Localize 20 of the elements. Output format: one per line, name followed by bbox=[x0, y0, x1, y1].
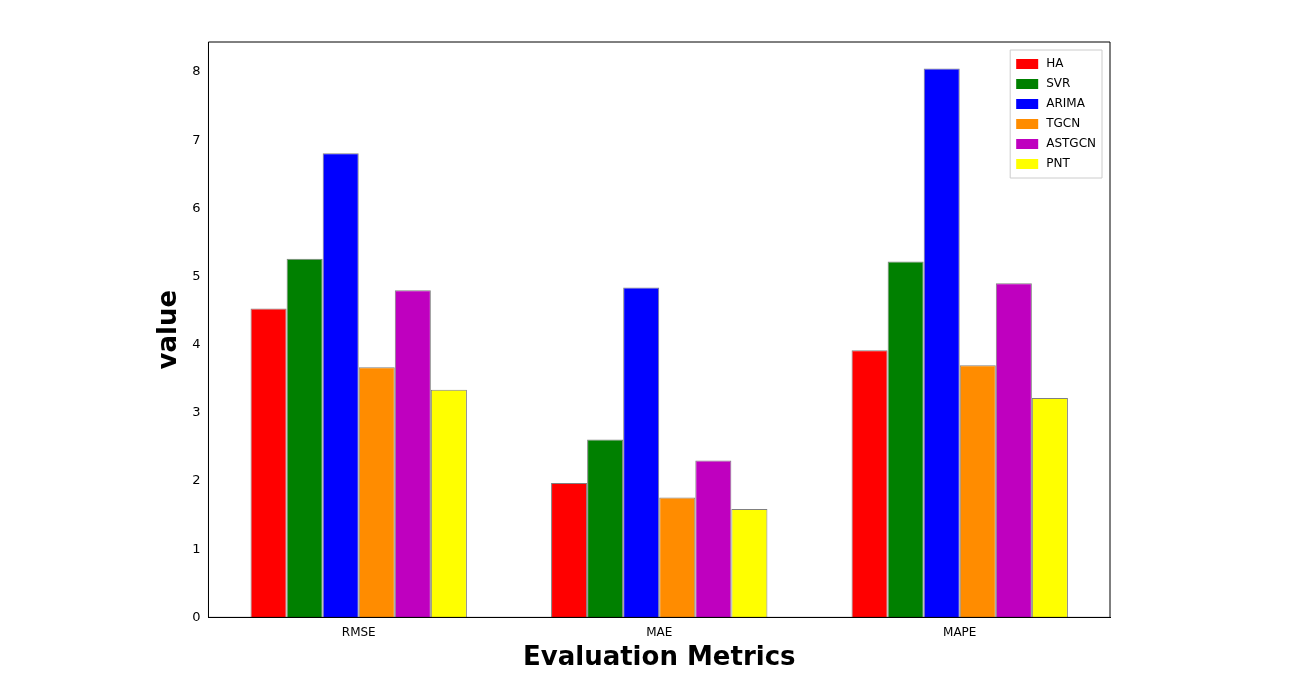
x-axis-title: Evaluation Metrics bbox=[522, 641, 796, 672]
y-axis-title: value bbox=[152, 289, 183, 370]
y-tick-label: 6 bbox=[192, 199, 201, 215]
legend-label: TGCN bbox=[1045, 116, 1081, 131]
y-tick-label: 8 bbox=[192, 63, 201, 79]
y-tick-label: 0 bbox=[192, 608, 201, 624]
legend-label: SVR bbox=[1046, 76, 1071, 91]
x-tick-label: MAE bbox=[646, 624, 673, 639]
legend-label: ASTGCN bbox=[1046, 136, 1096, 151]
y-tick-label: 2 bbox=[192, 472, 201, 488]
x-tick-label: RMSE bbox=[341, 624, 376, 639]
legend-label: HA bbox=[1046, 56, 1065, 71]
y-tick-label: 7 bbox=[192, 131, 201, 147]
legend-label: PNT bbox=[1046, 156, 1071, 171]
legend-label: ARIMA bbox=[1046, 96, 1086, 111]
x-tick-label: MAPE bbox=[943, 624, 977, 639]
y-tick-label: 5 bbox=[192, 267, 201, 283]
y-tick-label: 4 bbox=[192, 336, 201, 352]
y-tick-label: 3 bbox=[192, 404, 201, 420]
y-tick-label: 1 bbox=[192, 540, 201, 556]
